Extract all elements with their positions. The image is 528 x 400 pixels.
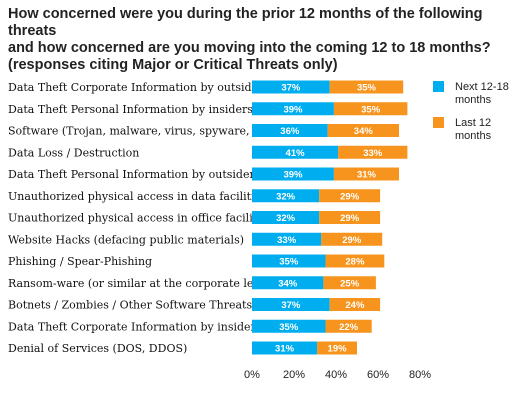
bar-last-12-months	[329, 80, 404, 94]
legend-label: Next 12-18	[455, 81, 509, 93]
x-tick-label: 40%	[325, 369, 347, 381]
bar-data-label: 34%	[278, 278, 298, 289]
legend-label: months	[455, 130, 492, 142]
bar-next-12-18-months	[252, 80, 330, 94]
bar-next-12-18-months	[252, 211, 320, 224]
legend-label: Last 12	[455, 117, 491, 129]
bar-data-label: 35%	[279, 257, 299, 268]
bar-next-12-18-months	[252, 145, 339, 159]
legend-swatch-last-12-months	[433, 117, 444, 128]
bar-data-label: 35%	[279, 322, 299, 333]
chart-title: How concerned were you during the prior …	[8, 6, 518, 74]
category-label: Data Theft Corporate Information by insi…	[8, 320, 262, 333]
bar-next-12-18-months	[252, 232, 322, 246]
category-label: Data Theft Personal Information by insid…	[8, 103, 253, 116]
bar-data-label: 25%	[340, 278, 360, 289]
bar-last-12-months	[327, 124, 399, 137]
category-label: Denial of Services (DOS, DDOS)	[8, 342, 187, 355]
bar-data-label: 22%	[339, 322, 359, 333]
bar-next-12-18-months	[252, 276, 324, 290]
x-tick-label: 60%	[367, 369, 389, 381]
chart-title-line: How concerned were you during the prior …	[8, 6, 483, 39]
category-label: Data Theft Corporate Information by outs…	[8, 81, 269, 94]
bar-next-12-18-months	[252, 319, 326, 333]
bar-last-12-months	[321, 232, 383, 246]
bar-data-label: 29%	[342, 235, 362, 246]
category-label: Data Loss / Destruction	[8, 146, 139, 159]
bar-data-label: 28%	[345, 257, 365, 268]
bar-last-12-months	[333, 167, 399, 181]
bar-next-12-18-months	[252, 102, 334, 116]
bar-data-label: 34%	[354, 126, 374, 137]
category-label: Unauthorized physical access in data fac…	[8, 190, 267, 203]
category-label: Botnets / Zombies / Other Software Threa…	[8, 299, 252, 312]
bar-last-12-months	[333, 102, 408, 116]
legend-swatch-next-12-18-months	[433, 81, 444, 92]
chart-title-line: and how concerned are you moving into th…	[8, 40, 491, 56]
bar-data-label: 33%	[277, 235, 297, 246]
x-tick-label: 20%	[283, 369, 305, 381]
bar-last-12-months	[325, 254, 385, 268]
category-label: Data Theft Personal Information by outsi…	[8, 168, 261, 181]
chart-title-line: (responses citing Major or Critical Thre…	[8, 57, 338, 73]
category-label: Ransom-ware (or similar at the corporate…	[8, 277, 274, 290]
bar-next-12-18-months	[252, 254, 326, 268]
bar-data-label: 35%	[357, 83, 377, 94]
bar-last-12-months	[338, 145, 408, 159]
bar-data-label: 29%	[340, 213, 360, 224]
bar-last-12-months	[319, 189, 381, 203]
bar-next-12-18-months	[252, 298, 330, 311]
bar-data-label: 33%	[363, 148, 383, 159]
bar-data-label: 24%	[345, 300, 365, 311]
bar-data-label: 31%	[357, 170, 377, 181]
category-label: Phishing / Spear-Phishing	[8, 255, 152, 268]
bar-data-label: 41%	[286, 148, 306, 159]
legend-label: months	[455, 94, 492, 106]
bar-data-label: 32%	[276, 191, 296, 202]
bar-data-label: 37%	[281, 300, 301, 311]
bar-last-12-months	[319, 211, 381, 224]
bar-next-12-18-months	[252, 189, 320, 203]
bar-last-12-months	[323, 276, 376, 290]
bar-next-12-18-months	[252, 167, 334, 181]
bar-data-label: 39%	[283, 170, 303, 181]
bar-next-12-18-months	[252, 124, 328, 137]
category-label: Unauthorized physical access in office f…	[8, 212, 273, 225]
bar-last-12-months	[329, 298, 381, 311]
bar-data-label: 37%	[281, 83, 301, 94]
bar-last-12-months	[317, 341, 357, 355]
x-tick-label: 0%	[244, 369, 260, 381]
x-tick-label: 80%	[409, 369, 431, 381]
bar-data-label: 36%	[280, 126, 300, 137]
bar-last-12-months	[325, 319, 372, 333]
bar-next-12-18-months	[252, 341, 318, 355]
category-label: Software (Trojan, malware, virus, spywar…	[8, 125, 274, 138]
bar-data-label: 31%	[275, 344, 295, 355]
bar-data-label: 32%	[276, 213, 296, 224]
bar-data-label: 35%	[361, 104, 381, 115]
bar-data-label: 19%	[328, 344, 348, 355]
category-label: Website Hacks (defacing public materials…	[8, 233, 244, 246]
bar-data-label: 29%	[340, 191, 360, 202]
bar-data-label: 39%	[283, 104, 303, 115]
